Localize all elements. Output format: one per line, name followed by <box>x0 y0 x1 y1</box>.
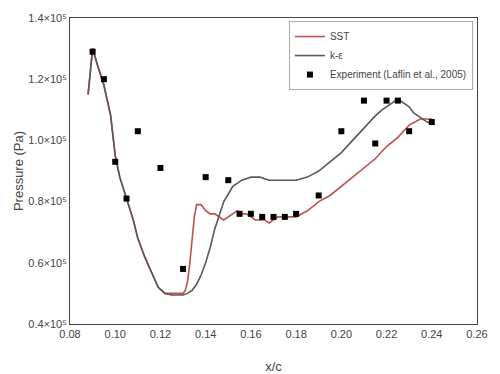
svg-text:0.14: 0.14 <box>195 328 216 340</box>
svg-text:0.18: 0.18 <box>285 328 306 340</box>
svg-text:1.0×10⁵: 1.0×10⁵ <box>28 134 67 146</box>
svg-text:Experiment (Laflin et al., 200: Experiment (Laflin et al., 2005) <box>330 69 466 80</box>
svg-text:SST: SST <box>330 31 349 42</box>
svg-text:0.4×10⁵: 0.4×10⁵ <box>28 318 67 330</box>
svg-text:0.16: 0.16 <box>240 328 261 340</box>
svg-text:0.8×10⁵: 0.8×10⁵ <box>28 195 67 207</box>
svg-text:0.6×10⁵: 0.6×10⁵ <box>28 257 67 269</box>
svg-text:1.4×10⁵: 1.4×10⁵ <box>28 12 67 24</box>
svg-text:0.20: 0.20 <box>331 328 352 340</box>
svg-text:1.2×10⁵: 1.2×10⁵ <box>28 73 67 85</box>
svg-text:0.22: 0.22 <box>376 328 397 340</box>
svg-text:0.24: 0.24 <box>421 328 442 340</box>
svg-text:k-ε: k-ε <box>330 50 343 61</box>
svg-text:0.10: 0.10 <box>105 328 126 340</box>
svg-text:0.26: 0.26 <box>466 328 487 340</box>
svg-text:Pressure (Pa): Pressure (Pa) <box>11 131 26 211</box>
svg-text:x/c: x/c <box>265 359 282 374</box>
svg-text:0.12: 0.12 <box>150 328 171 340</box>
svg-text:0.08: 0.08 <box>59 328 80 340</box>
